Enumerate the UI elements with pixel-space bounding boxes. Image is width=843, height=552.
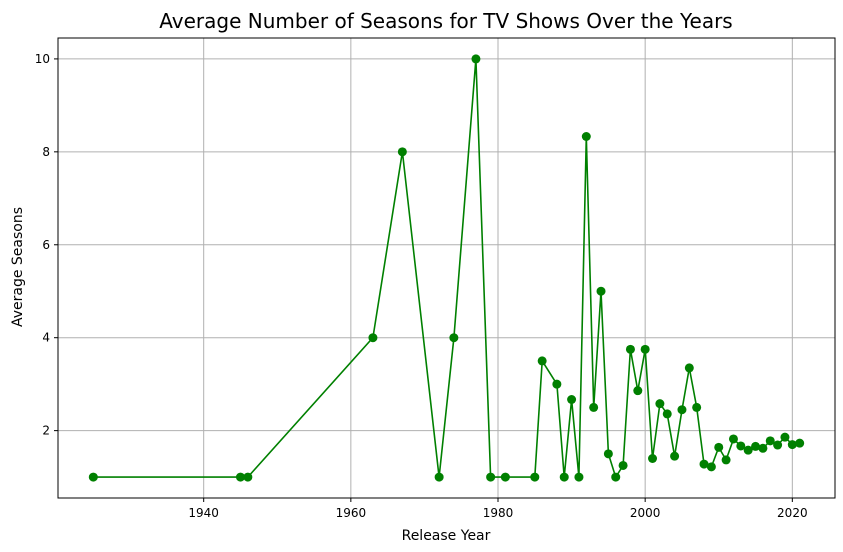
x-tick-label: 2000 bbox=[630, 506, 661, 520]
y-tick-label: 4 bbox=[42, 331, 50, 345]
data-point bbox=[486, 472, 496, 482]
data-point bbox=[596, 286, 606, 296]
x-tick-label: 1980 bbox=[483, 506, 514, 520]
plot-frame bbox=[57, 37, 836, 499]
data-point bbox=[655, 399, 665, 409]
data-point bbox=[706, 462, 716, 472]
data-point bbox=[692, 402, 702, 412]
data-point bbox=[603, 449, 613, 459]
data-point bbox=[795, 438, 805, 448]
data-point bbox=[721, 455, 731, 465]
data-point bbox=[500, 472, 510, 482]
data-point bbox=[243, 472, 253, 482]
data-point bbox=[714, 442, 724, 452]
data-point bbox=[589, 402, 599, 412]
data-point bbox=[552, 379, 562, 389]
data-point bbox=[751, 441, 761, 451]
data-point bbox=[736, 441, 746, 451]
y-axis-label: Average Seasons bbox=[10, 207, 26, 327]
data-point bbox=[449, 333, 459, 343]
data-points bbox=[88, 54, 805, 482]
x-tick-label: 2020 bbox=[777, 506, 808, 520]
data-point bbox=[640, 344, 650, 354]
series-line-layer bbox=[93, 58, 800, 479]
data-point bbox=[758, 443, 768, 453]
data-point bbox=[88, 472, 98, 482]
data-point bbox=[567, 394, 577, 404]
data-point bbox=[633, 386, 643, 396]
data-point bbox=[537, 356, 547, 366]
data-point bbox=[677, 405, 687, 415]
data-point bbox=[581, 132, 591, 142]
data-point bbox=[559, 472, 569, 482]
data-point bbox=[684, 363, 694, 373]
data-point bbox=[574, 472, 584, 482]
data-point bbox=[397, 147, 407, 157]
data-point bbox=[434, 472, 444, 482]
y-tick-label: 8 bbox=[42, 145, 50, 159]
chart-title: Average Number of Seasons for TV Shows O… bbox=[159, 9, 732, 33]
y-tick-label: 10 bbox=[35, 52, 50, 66]
data-point bbox=[699, 459, 709, 469]
series-line bbox=[93, 58, 800, 479]
data-point bbox=[670, 451, 680, 461]
x-axis-label: Release Year bbox=[402, 528, 491, 544]
x-tick-label: 1940 bbox=[188, 506, 219, 520]
data-point bbox=[618, 460, 628, 470]
axis-ticks: 1940 1960 1980 2000 2020 2 4 6 8 10 bbox=[35, 52, 808, 520]
data-point bbox=[471, 54, 481, 64]
y-tick-label: 6 bbox=[42, 238, 50, 252]
data-point bbox=[743, 445, 753, 455]
data-point bbox=[765, 436, 775, 446]
data-point bbox=[662, 409, 672, 419]
data-point bbox=[773, 440, 783, 450]
data-point bbox=[368, 333, 378, 343]
data-point bbox=[787, 440, 797, 450]
data-point bbox=[728, 434, 738, 444]
data-point bbox=[625, 344, 635, 354]
data-point bbox=[235, 472, 245, 482]
x-tick-label: 1960 bbox=[336, 506, 367, 520]
y-tick-label: 2 bbox=[42, 424, 50, 438]
data-point bbox=[530, 472, 540, 482]
data-point bbox=[611, 472, 621, 482]
data-point bbox=[648, 454, 658, 464]
data-point bbox=[780, 432, 790, 442]
grid-lines bbox=[58, 38, 835, 498]
